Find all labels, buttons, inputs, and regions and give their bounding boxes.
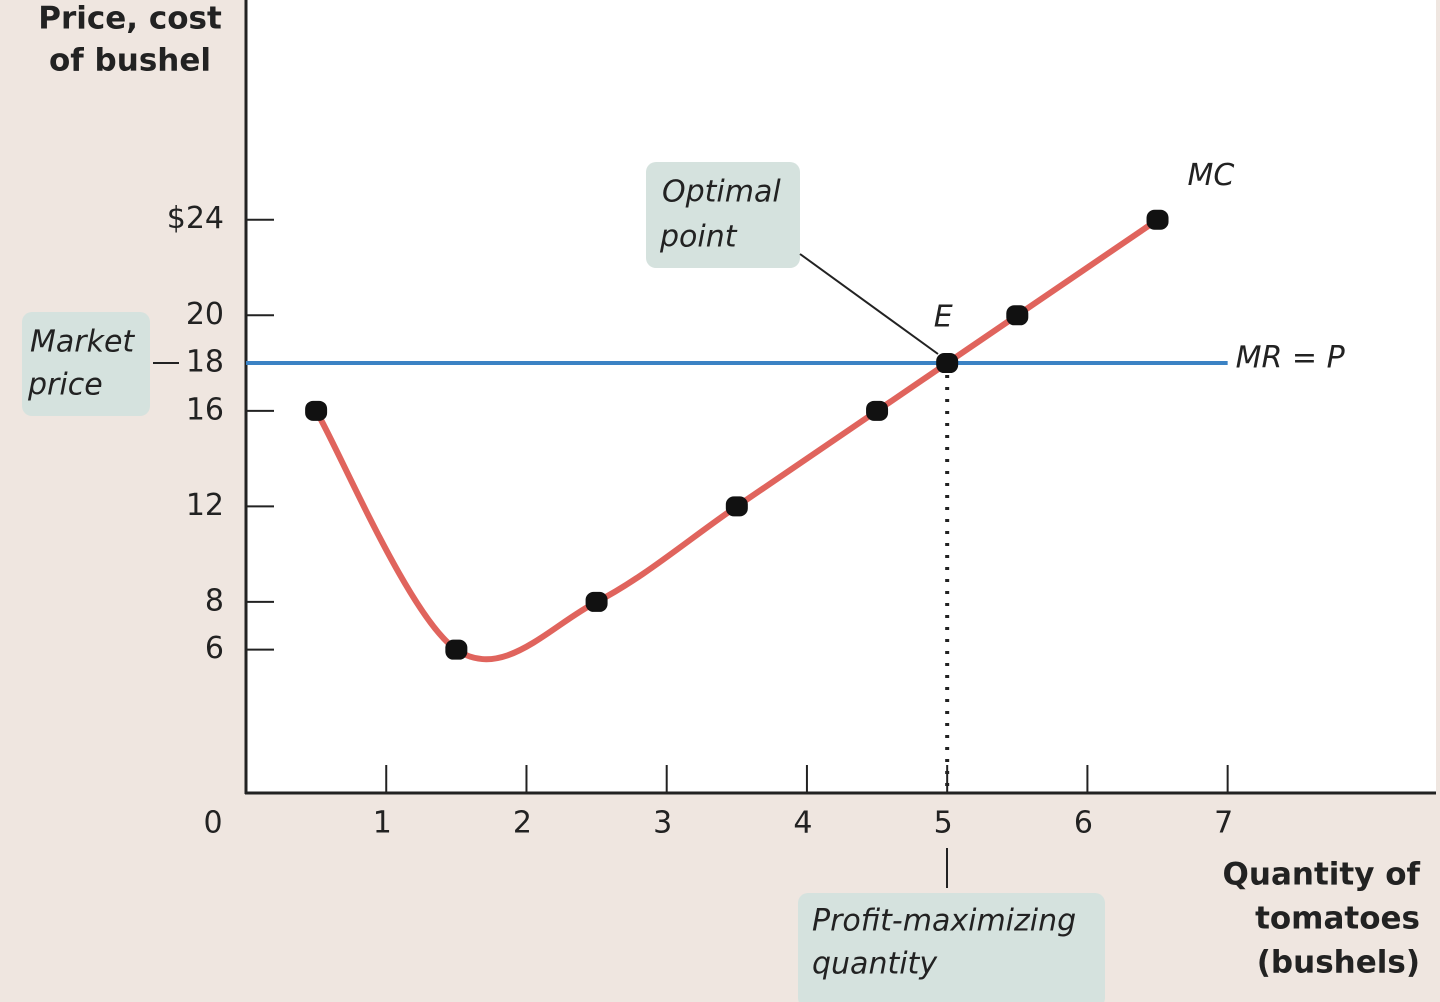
x-tick-label: 4: [793, 806, 812, 841]
x-axis-title: (bushels): [1257, 945, 1420, 981]
x-axis-title: Quantity of: [1223, 857, 1421, 893]
y-tick-label: $24: [167, 201, 224, 236]
y-tick-label: 20: [186, 297, 224, 332]
series-label: MC: [1188, 158, 1235, 193]
point: [585, 591, 608, 612]
point: [1146, 209, 1169, 230]
y-tick-label: 16: [186, 392, 224, 427]
x-tick-label: 6: [1074, 806, 1093, 841]
x-tick-label: 7: [1214, 806, 1233, 841]
point: [445, 639, 468, 660]
point-label: E: [934, 300, 953, 335]
x-tick-label: 1: [373, 806, 392, 841]
point: [725, 496, 748, 517]
annotation: price: [27, 368, 103, 403]
point: [936, 353, 959, 374]
mr-label: MR = P: [1236, 341, 1346, 376]
point: [866, 400, 889, 421]
annotation: Optimal: [662, 175, 781, 210]
annotation-box: [22, 312, 150, 416]
point: [1006, 305, 1029, 326]
annotation: Profit-maximizing: [812, 904, 1076, 939]
y-tick-label: 18: [186, 345, 224, 380]
annotation: point: [659, 220, 738, 255]
annotation: Market: [30, 325, 135, 360]
annotation-box: [646, 162, 800, 268]
y-axis-title: Price, cost: [38, 1, 222, 37]
plot-area: [246, 0, 1436, 793]
y-axis-title: of bushel: [49, 43, 211, 79]
x-axis-title: tomatoes: [1255, 901, 1420, 937]
x-tick-label: 5: [934, 806, 953, 841]
x-tick-label: 0: [203, 806, 222, 841]
annotation: quantity: [812, 947, 938, 982]
y-tick-label: 6: [205, 631, 224, 666]
x-tick-label: 2: [513, 806, 532, 841]
y-tick-label: 8: [205, 583, 224, 618]
annotation-box: [798, 893, 1105, 1002]
x-tick-label: 3: [653, 806, 672, 841]
y-tick-label: 12: [186, 488, 224, 523]
point: [305, 400, 328, 421]
leader-line: [799, 253, 939, 355]
